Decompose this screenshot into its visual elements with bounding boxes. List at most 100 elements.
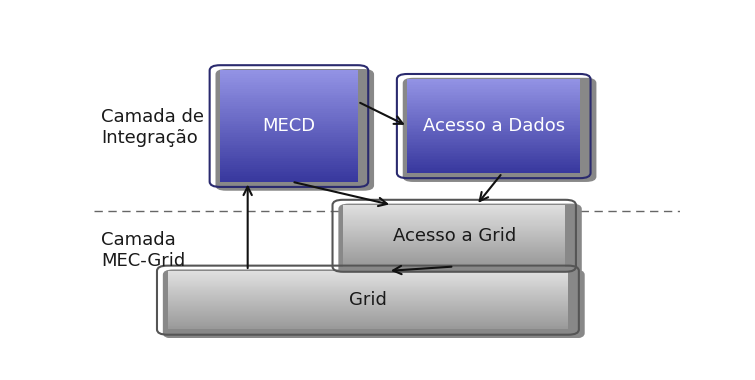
Bar xyxy=(168,304,569,305)
Bar xyxy=(168,321,569,323)
Bar xyxy=(343,255,565,256)
Bar xyxy=(168,320,569,321)
Bar xyxy=(408,156,580,157)
Bar xyxy=(408,79,580,81)
Bar xyxy=(168,288,569,290)
Bar xyxy=(220,143,358,145)
Bar xyxy=(408,131,580,132)
Bar xyxy=(408,157,580,159)
Bar xyxy=(220,178,358,180)
Bar xyxy=(168,273,569,274)
Bar xyxy=(220,126,358,128)
Bar xyxy=(343,226,565,228)
Bar xyxy=(343,236,565,237)
Bar xyxy=(408,167,580,168)
Bar xyxy=(220,78,358,80)
Bar xyxy=(168,316,569,317)
Bar xyxy=(343,243,565,244)
Bar xyxy=(168,308,569,309)
Bar xyxy=(168,326,569,328)
Bar xyxy=(220,70,358,72)
Bar xyxy=(168,314,569,315)
Bar xyxy=(220,100,358,102)
Bar xyxy=(168,300,569,301)
Bar xyxy=(408,125,580,126)
Bar xyxy=(408,82,580,84)
Bar xyxy=(220,145,358,146)
Bar xyxy=(343,248,565,249)
Bar xyxy=(220,109,358,111)
Bar xyxy=(408,90,580,92)
Bar xyxy=(408,104,580,106)
Bar xyxy=(168,328,569,329)
Bar xyxy=(168,291,569,292)
Bar xyxy=(220,180,358,182)
Bar xyxy=(220,122,358,124)
Bar xyxy=(168,283,569,285)
Bar xyxy=(408,114,580,115)
Bar xyxy=(343,256,565,257)
Bar xyxy=(343,223,565,225)
Bar xyxy=(408,123,580,125)
Bar xyxy=(220,95,358,97)
Bar xyxy=(408,109,580,111)
Bar xyxy=(408,86,580,87)
Bar xyxy=(343,222,565,223)
Bar xyxy=(343,208,565,209)
Bar xyxy=(220,76,358,78)
Bar xyxy=(343,252,565,253)
Bar xyxy=(220,156,358,158)
Bar xyxy=(343,257,565,258)
Bar xyxy=(408,135,580,137)
Bar xyxy=(220,169,358,171)
Bar xyxy=(220,108,358,109)
Bar xyxy=(168,302,569,303)
Bar xyxy=(343,234,565,235)
Bar xyxy=(343,258,565,259)
Bar xyxy=(343,232,565,233)
Bar xyxy=(408,92,580,93)
Bar xyxy=(343,213,565,214)
Bar xyxy=(168,318,569,319)
Bar xyxy=(168,324,569,325)
Bar xyxy=(343,235,565,236)
Bar xyxy=(168,282,569,283)
Bar xyxy=(408,148,580,149)
Bar xyxy=(408,111,580,112)
Bar xyxy=(220,87,358,89)
Bar xyxy=(168,274,569,275)
Bar xyxy=(343,251,565,252)
Bar xyxy=(220,161,358,163)
Bar xyxy=(343,220,565,222)
Bar xyxy=(343,230,565,231)
Bar xyxy=(168,305,569,306)
Bar xyxy=(220,139,358,141)
Bar xyxy=(168,294,569,295)
Bar xyxy=(408,100,580,101)
Bar xyxy=(408,87,580,89)
Bar xyxy=(220,171,358,173)
Bar xyxy=(408,151,580,153)
Bar xyxy=(168,307,569,308)
Bar xyxy=(168,280,569,281)
Bar xyxy=(220,124,358,126)
Bar xyxy=(220,98,358,100)
Bar xyxy=(408,160,580,162)
Bar xyxy=(408,153,580,154)
Bar xyxy=(168,287,569,288)
Bar xyxy=(408,117,580,118)
Bar xyxy=(168,271,569,272)
Bar xyxy=(343,206,565,207)
Bar xyxy=(408,163,580,165)
Bar xyxy=(408,159,580,160)
Bar xyxy=(220,133,358,135)
Bar xyxy=(168,275,569,276)
Bar xyxy=(343,209,565,210)
Bar xyxy=(343,217,565,218)
Text: Grid: Grid xyxy=(349,291,387,309)
Bar xyxy=(168,293,569,294)
Text: Camada de
Integração: Camada de Integração xyxy=(101,108,205,147)
Bar xyxy=(408,139,580,140)
Bar xyxy=(408,137,580,139)
Bar xyxy=(343,231,565,232)
